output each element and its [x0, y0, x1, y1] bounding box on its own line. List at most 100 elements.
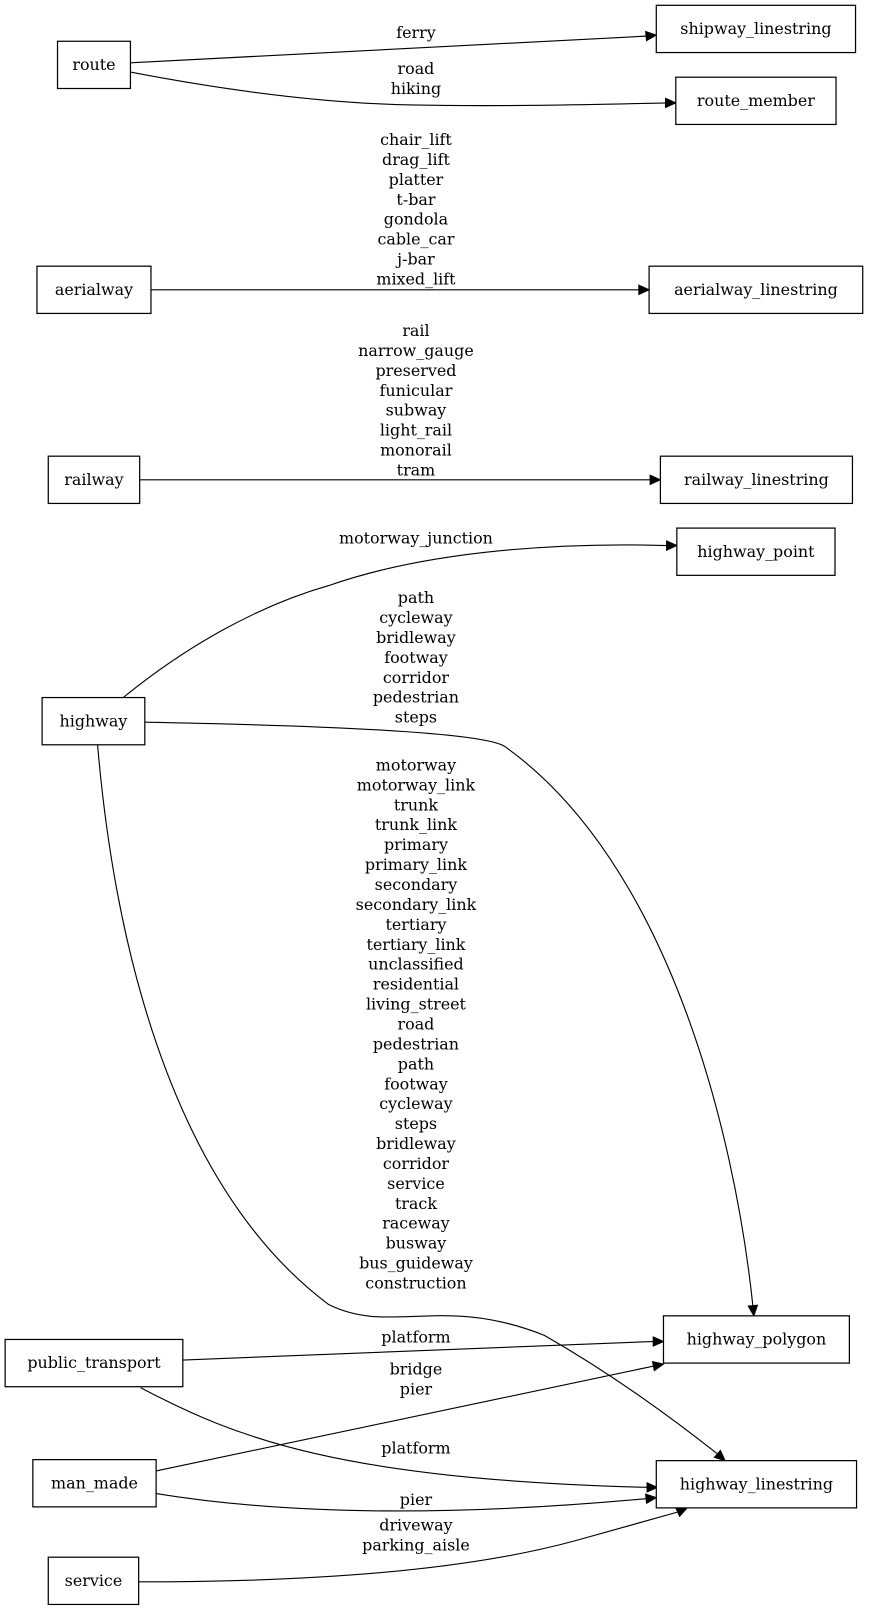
edge-label: unclassified	[368, 955, 464, 974]
edge-label: pier	[400, 1490, 433, 1509]
edge-line	[138, 1511, 679, 1583]
node-railway[interactable]: railway	[47, 455, 141, 505]
edge-label: chair_lift	[380, 130, 452, 149]
edge-label: subway	[386, 401, 447, 420]
node-label: man_made	[51, 1473, 138, 1492]
edge-label: corridor	[383, 1154, 450, 1173]
edge-label: secondary_link	[356, 895, 477, 914]
edge-label: raceway	[382, 1214, 450, 1233]
node-box	[4, 1338, 184, 1388]
node-box	[32, 1459, 157, 1508]
edge-label: ferry	[396, 23, 436, 42]
edge-label: corridor	[383, 668, 450, 687]
arrowhead-icon	[651, 1360, 665, 1372]
edge-label: motorway_junction	[339, 528, 493, 547]
edge-aerialway-to-aerialway_linestring: chair_liftdrag_liftplattert-bargondolaca…	[150, 130, 651, 296]
node-service[interactable]: service	[47, 1556, 140, 1606]
node-highway[interactable]: highway	[41, 696, 146, 746]
node-highway-point[interactable]: highway_point	[676, 527, 836, 576]
node-box	[655, 1460, 858, 1509]
edge-label: living_street	[366, 995, 467, 1014]
edge-label: bridleway	[376, 1134, 456, 1153]
edge-label: bridleway	[376, 628, 456, 647]
edge-highway-to-highway_polygon: pathcyclewaybridlewayfootwaycorridorpede…	[144, 588, 759, 1318]
edge-label: narrow_gauge	[358, 341, 474, 360]
edge-label: busway	[386, 1234, 447, 1253]
node-label: railway_linestring	[684, 470, 829, 489]
node-label: highway_linestring	[680, 1474, 833, 1493]
edge-label: bus_guideway	[359, 1254, 473, 1273]
arrowhead-icon	[713, 1449, 727, 1462]
arrowhead-icon	[652, 1336, 665, 1347]
edge-public_transport-to-highway_linestring: platform	[140, 1387, 659, 1493]
edge-label: residential	[373, 975, 459, 994]
edge-label: footway	[384, 1074, 448, 1093]
edge-highway-to-highway_point: motorway_junction	[122, 528, 679, 698]
edge-man_made-to-highway_linestring: pier	[156, 1490, 658, 1512]
node-aerialway-linestring[interactable]: aerialway_linestring	[648, 265, 864, 315]
edge-label: cycleway	[379, 608, 452, 627]
edge-label: cycleway	[379, 1094, 452, 1113]
edge-label: construction	[365, 1274, 466, 1293]
edge-label: road	[398, 59, 435, 78]
node-label: highway_point	[697, 542, 815, 561]
arrowhead-icon	[666, 540, 679, 551]
node-highway-polygon[interactable]: highway_polygon	[662, 1315, 850, 1364]
node-box	[648, 265, 864, 315]
edge-label: track	[395, 1194, 437, 1213]
edge-label: pedestrian	[373, 1034, 459, 1053]
edge-label: motorway	[376, 755, 456, 774]
edge-label: primary	[384, 835, 448, 854]
edge-label: service	[387, 1174, 445, 1193]
node-box	[56, 40, 132, 90]
arrowhead-icon	[675, 1507, 689, 1518]
node-label: aerialway	[55, 280, 133, 299]
edge-line	[130, 35, 647, 64]
edge-label: path	[398, 588, 434, 607]
node-aerialway[interactable]: aerialway	[36, 265, 152, 315]
edge-label: tertiary_link	[366, 935, 465, 954]
edge-label: path	[398, 1054, 434, 1073]
edge-label: drag_lift	[382, 150, 450, 169]
node-label: route_member	[697, 91, 815, 110]
edge-label: motorway_link	[357, 775, 476, 794]
node-box	[47, 455, 141, 505]
edge-label: preserved	[375, 361, 456, 380]
node-route[interactable]: route	[56, 40, 132, 90]
node-label: highway_polygon	[687, 1330, 827, 1349]
edge-label: monorail	[380, 441, 452, 460]
edge-label: cable_car	[377, 230, 454, 249]
edge-highway-to-highway_linestring: motorwaymotorway_linktrunktrunk_linkprim…	[97, 744, 727, 1462]
arrowhead-icon	[638, 284, 651, 296]
edge-label: steps	[395, 1114, 437, 1133]
edge-label: parking_aisle	[362, 1535, 470, 1554]
node-highway-linestring[interactable]: highway_linestring	[655, 1460, 858, 1509]
edge-label: pedestrian	[373, 688, 459, 707]
node-label: route	[72, 55, 115, 74]
edge-label: secondary	[375, 875, 458, 894]
node-railway-linestring[interactable]: railway_linestring	[659, 455, 854, 505]
node-label: aerialway_linestring	[674, 280, 838, 299]
edge-label: gondola	[384, 210, 449, 229]
node-box	[675, 76, 837, 126]
edge-line	[140, 1387, 648, 1488]
edge-label: hiking	[391, 79, 441, 98]
edge-label: t-bar	[396, 190, 435, 209]
edge-label: road	[398, 1014, 435, 1033]
edge-line	[144, 721, 754, 1306]
edge-label: platter	[389, 170, 444, 189]
edge-label: primary_link	[365, 855, 467, 874]
edge-label: light_rail	[380, 421, 452, 440]
node-man-made[interactable]: man_made	[32, 1459, 157, 1508]
node-label: public_transport	[27, 1353, 161, 1372]
edge-line	[130, 71, 666, 107]
edge-line	[156, 1492, 647, 1512]
node-public-transport[interactable]: public_transport	[4, 1338, 184, 1388]
edge-line	[182, 1340, 654, 1361]
node-route-member[interactable]: route_member	[675, 76, 837, 126]
node-shipway-linestring[interactable]: shipway_linestring	[655, 4, 857, 54]
